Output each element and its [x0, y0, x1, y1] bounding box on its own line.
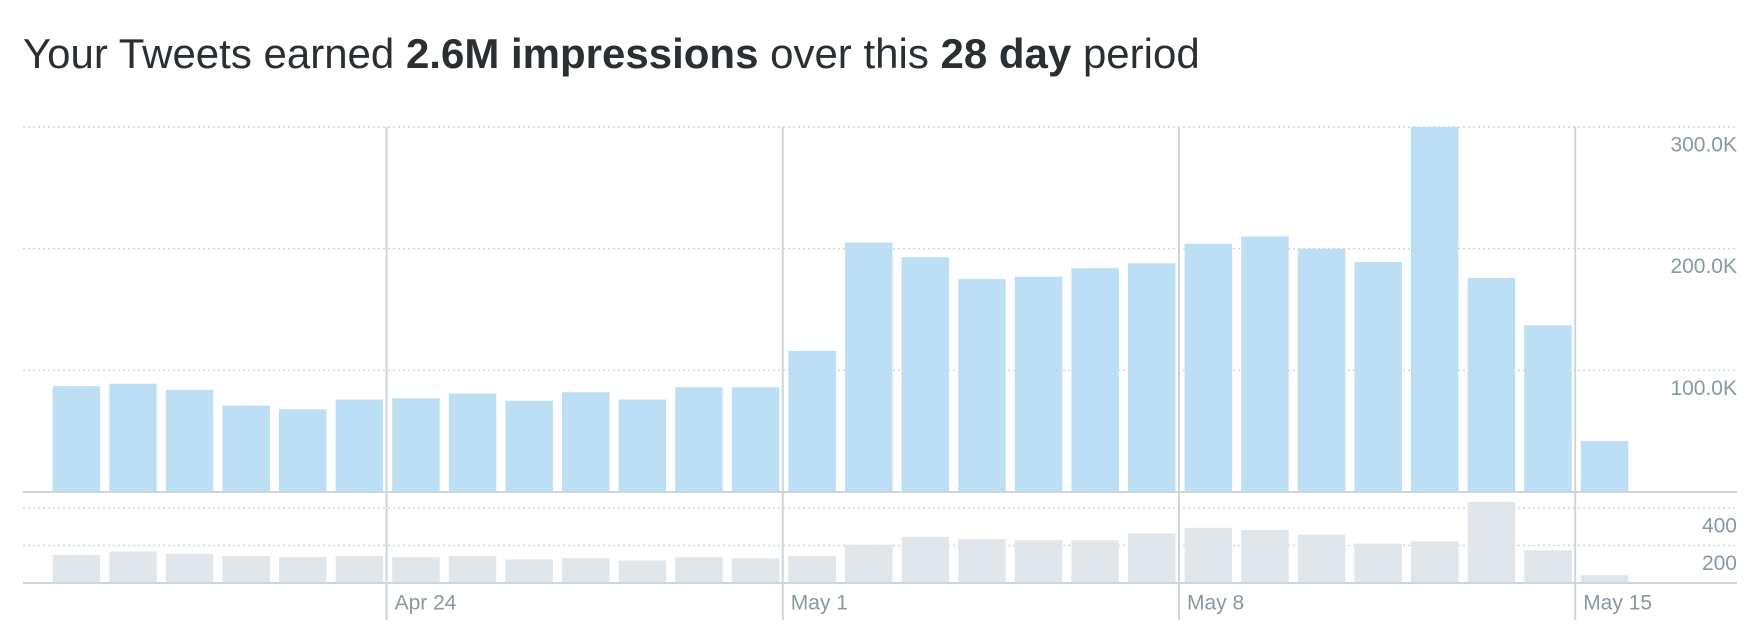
bar: [618, 399, 667, 492]
bar: [901, 257, 950, 492]
bar: [958, 539, 1006, 583]
bar: [1467, 502, 1516, 583]
bar: [562, 392, 610, 492]
bar: [1580, 440, 1629, 492]
bar: [52, 554, 101, 583]
x-tick-label: May 8: [1187, 592, 1244, 615]
bar: [335, 399, 384, 492]
bar: [675, 557, 723, 583]
bar: [1184, 243, 1233, 492]
bar: [845, 544, 893, 583]
bar: [1580, 575, 1629, 583]
bar: [1241, 236, 1289, 492]
bar: [1297, 534, 1346, 583]
bar: [788, 350, 836, 492]
bar: [1467, 277, 1516, 492]
headline: Your Tweets earned 2.6M impressions over…: [23, 30, 1200, 78]
bar: [1354, 543, 1402, 583]
y-tick-label: 300.0K: [1670, 134, 1737, 157]
bar: [1241, 530, 1289, 583]
x-tick-label: May 15: [1583, 592, 1652, 615]
headline-span: 28 day: [940, 30, 1072, 77]
bar: [675, 387, 723, 492]
bar: [788, 555, 836, 583]
bar: [562, 558, 610, 583]
y-tick-label: 200: [1702, 552, 1737, 575]
bar: [1014, 540, 1063, 583]
bar: [1524, 550, 1572, 583]
bar: [1128, 533, 1176, 583]
bar: [335, 555, 384, 583]
x-tick-label: Apr 24: [395, 592, 457, 615]
bar: [1411, 127, 1459, 492]
bar: [222, 555, 270, 583]
bar: [958, 279, 1006, 492]
y-tick-label: 200.0K: [1670, 255, 1737, 278]
bar: [1014, 276, 1063, 492]
bar: [1411, 541, 1459, 583]
bar: [731, 387, 780, 492]
bar: [901, 536, 950, 583]
headline-text: over this: [770, 30, 929, 77]
bar: [1524, 325, 1572, 492]
bar: [165, 553, 214, 583]
bar: [222, 405, 270, 492]
bar: [731, 558, 780, 583]
bar: [1354, 262, 1402, 492]
bar: [1128, 263, 1176, 492]
bar: [109, 551, 157, 583]
bar: [1184, 527, 1233, 583]
headline-text: period: [1082, 30, 1200, 77]
x-tick-label: May 1: [791, 592, 848, 615]
headline-text: Your Tweets earned: [23, 30, 395, 77]
bar: [279, 409, 327, 492]
bar: [448, 555, 497, 583]
headline-total: 2.6M impressions: [405, 30, 759, 77]
bar: [392, 398, 440, 492]
y-tick-label: 400: [1702, 514, 1737, 537]
bar: [1297, 248, 1346, 492]
bar: [505, 400, 553, 492]
bar: [52, 386, 101, 492]
y-tick-label: 100.0K: [1670, 377, 1737, 400]
bar: [109, 383, 157, 492]
bar: [505, 559, 553, 583]
bar: [845, 242, 893, 492]
bar: [279, 557, 327, 583]
bar: [618, 560, 667, 583]
bar: [392, 557, 440, 583]
bar: [165, 389, 214, 492]
bar: [1071, 268, 1119, 492]
bar: [448, 393, 497, 492]
bar: [1071, 540, 1119, 583]
